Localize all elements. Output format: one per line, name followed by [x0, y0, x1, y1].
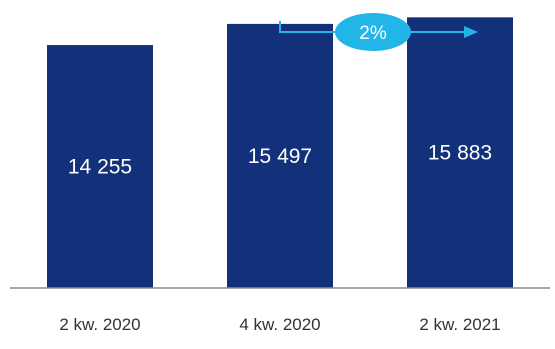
- bar-2: [227, 23, 333, 288]
- bar-value-label: 15 883: [428, 142, 492, 165]
- x-tick-label: 2 kw. 2021: [419, 315, 500, 334]
- growth-percent-label: 2%: [359, 23, 387, 44]
- bars: 14 255 15 497 15 883: [47, 17, 513, 289]
- bar-value-label: 14 255: [68, 156, 132, 179]
- growth-callout: 2%: [279, 13, 478, 51]
- bar-value-label: 15 497: [248, 145, 312, 168]
- bar-1: [47, 45, 153, 288]
- growth-badge: [335, 13, 411, 51]
- bar-3: [407, 17, 513, 289]
- arrowhead-icon: [464, 26, 478, 38]
- x-tick-label: 2 kw. 2020: [59, 315, 140, 334]
- x-tick-label: 4 kw. 2020: [239, 315, 320, 334]
- x-tick-labels: 2 kw. 2020 4 kw. 2020 2 kw. 2021: [59, 315, 500, 334]
